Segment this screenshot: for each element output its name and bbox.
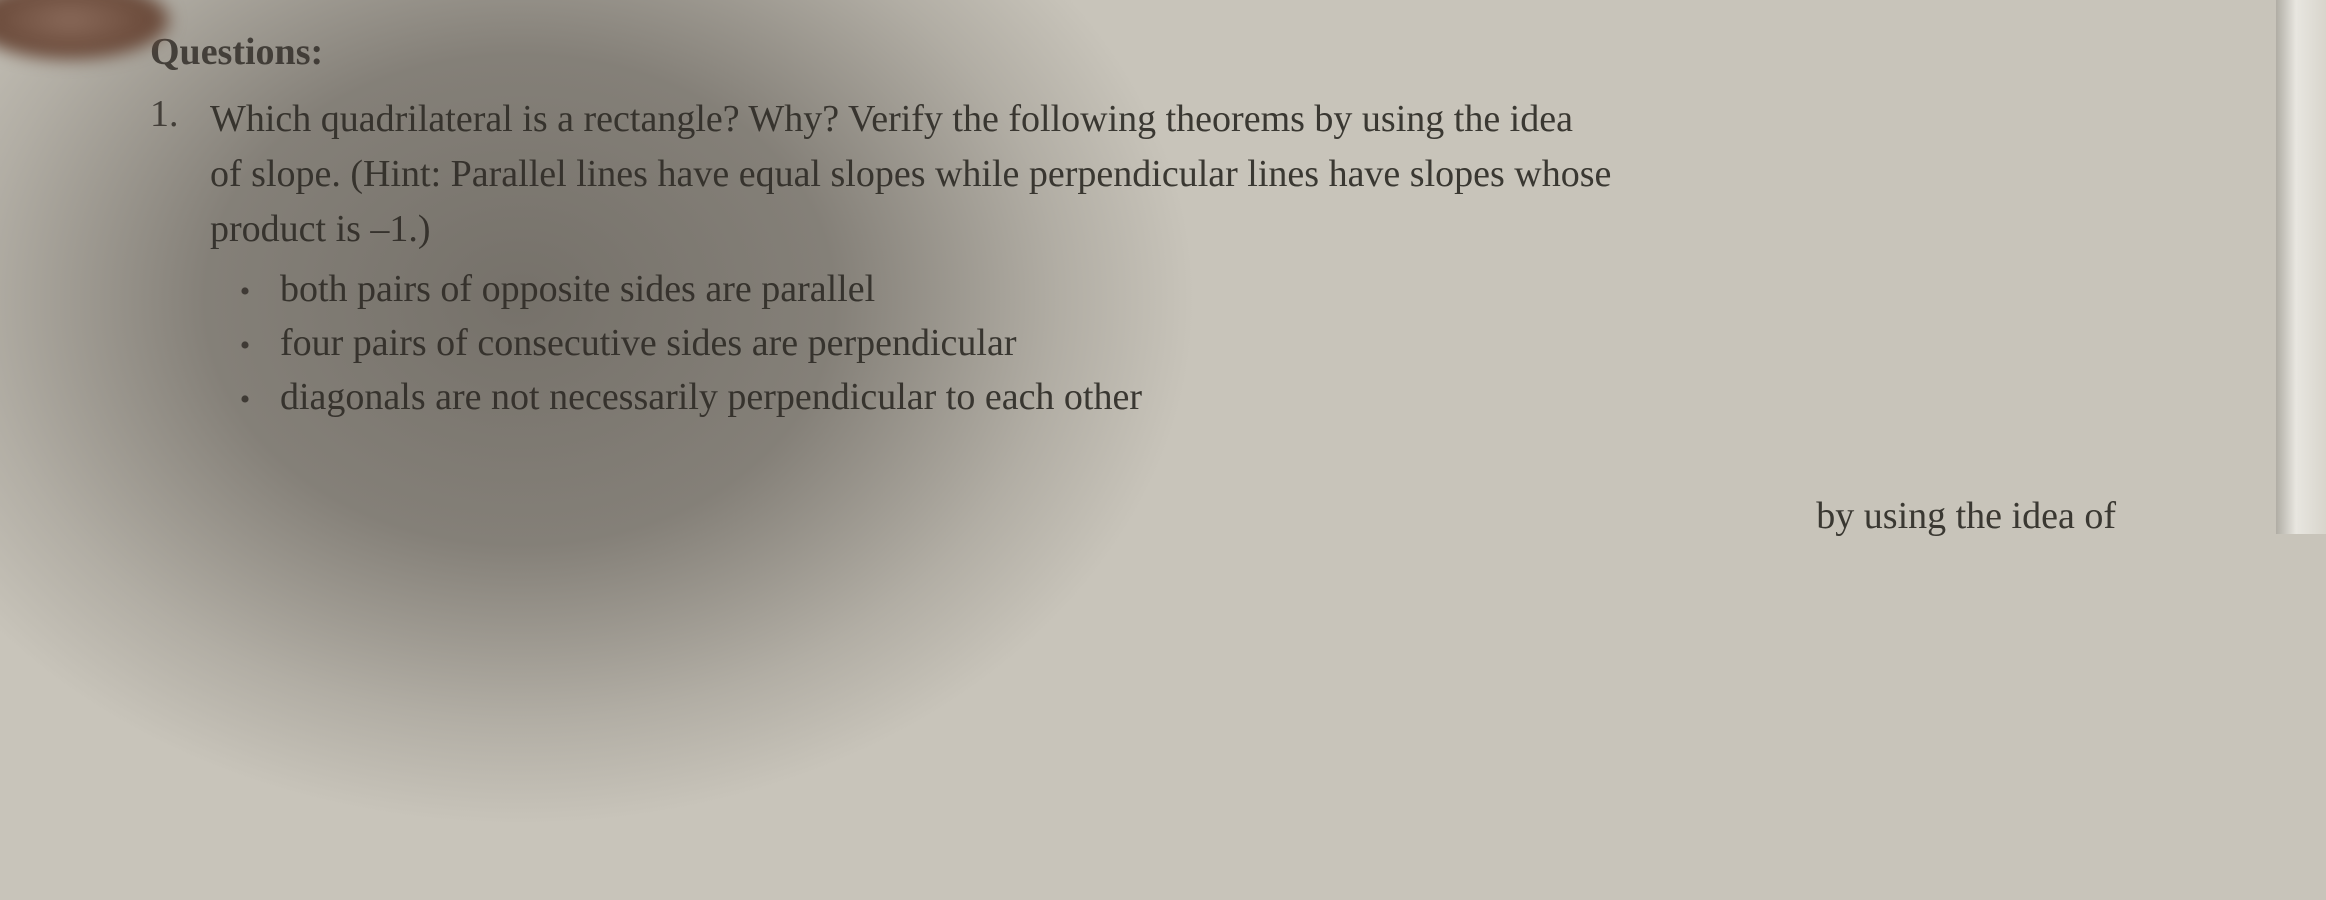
questions-heading: Questions:	[150, 30, 2246, 74]
question-line-3: product is –1.)	[210, 208, 431, 250]
bullet-text-3: diagonals are not necessarily perpendicu…	[280, 375, 1142, 419]
question-line-1: Which quadrilateral is a rectangle? Why?…	[210, 98, 1573, 140]
partial-cutoff-text: by using the idea of	[1816, 494, 2116, 538]
bullet-item: • four pairs of consecutive sides are pe…	[210, 321, 2246, 365]
bullet-text-1: both pairs of opposite sides are paralle…	[280, 267, 875, 311]
question-1: 1. Which quadrilateral is a rectangle? W…	[150, 92, 2246, 257]
bullet-list: • both pairs of opposite sides are paral…	[210, 267, 2246, 419]
question-number: 1.	[150, 92, 210, 257]
bullet-item: • diagonals are not necessarily perpendi…	[210, 375, 2246, 419]
question-text: Which quadrilateral is a rectangle? Why?…	[210, 92, 1611, 257]
bullet-text-2: four pairs of consecutive sides are perp…	[280, 321, 1016, 365]
bullet-marker: •	[210, 329, 280, 363]
bullet-item: • both pairs of opposite sides are paral…	[210, 267, 2246, 311]
bullet-marker: •	[210, 275, 280, 309]
question-line-2: of slope. (Hint: Parallel lines have equ…	[210, 153, 1611, 195]
page-content: Questions: 1. Which quadrilateral is a r…	[0, 0, 2326, 419]
bullet-marker: •	[210, 383, 280, 417]
